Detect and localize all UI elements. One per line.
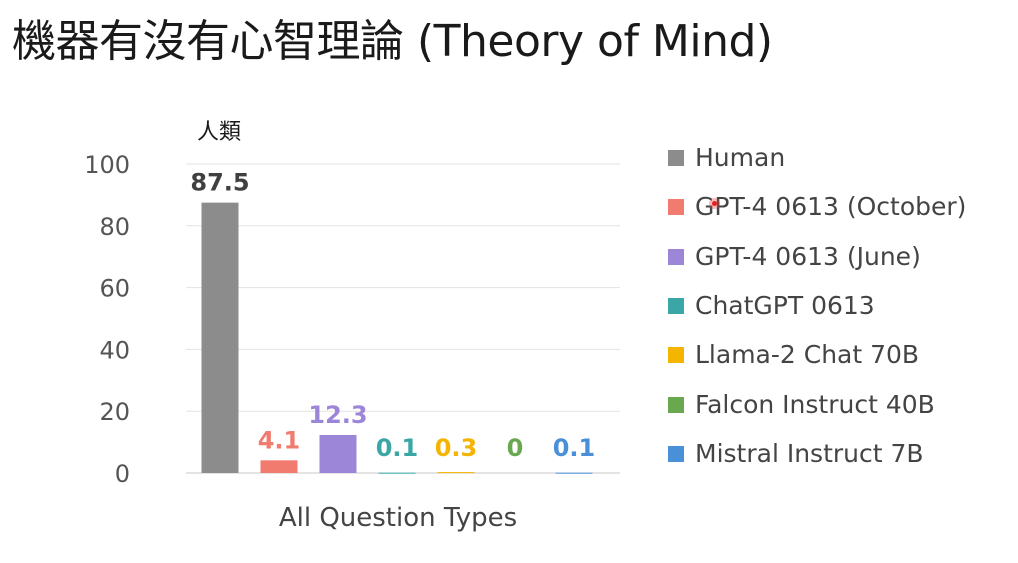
bar-human [201,202,239,473]
pointer-cursor-icon [709,198,720,209]
gridlines [186,163,620,474]
data-label: 12.3 [308,401,367,429]
data-label: 4.1 [258,426,301,454]
legend-label: Mistral Instruct 7B [695,438,924,468]
data-label: 87.5 [190,169,249,197]
y-tick-label: 0 [115,460,130,488]
legend-label: GPT-4 0613 (June) [695,241,921,271]
legend-swatch [668,248,684,265]
legend-label: Falcon Instruct 40B [695,389,935,419]
human-annotation: 人類 [197,120,241,145]
data-label: 0.1 [553,434,596,462]
x-axis-label: All Question Types [279,503,517,533]
data-label: 0.1 [376,434,419,462]
bar-gpt-4-0613-october [260,460,298,473]
legend-label: ChatGPT 0613 [695,290,875,320]
y-tick-label: 40 [99,336,130,364]
bar-llama-2-chat-70b [437,472,475,474]
y-tick-label: 100 [84,151,130,179]
legend-label: GPT-4 0613 (October) [695,192,967,222]
legend-swatch [668,199,684,216]
bar-gpt-4-0613-june [319,434,357,473]
bars [201,202,593,474]
bar-mistral-instruct-7b [555,472,593,474]
y-axis-ticks: 0 20 40 60 80 100 [84,151,130,488]
data-label: 0 [507,434,524,462]
y-tick-label: 80 [99,213,130,241]
legend-swatch [668,297,684,314]
legend-swatch [668,396,684,413]
slide-title: 機器有沒有心智理論 (Theory of Mind) [12,16,773,67]
legend-swatch [668,347,684,364]
bar-chatgpt-0613 [378,472,416,474]
legend-swatch [668,445,684,462]
y-tick-label: 60 [99,275,130,303]
data-labels: 87.5 4.112.3 0.1 0.3 0 0.1 [190,169,595,462]
legend-swatch [668,150,684,166]
legend-label: Llama-2 Chat 70B [695,340,920,370]
data-label: 0.3 [435,434,478,462]
y-tick-label: 20 [99,398,130,426]
legend-label: Human [695,143,786,172]
